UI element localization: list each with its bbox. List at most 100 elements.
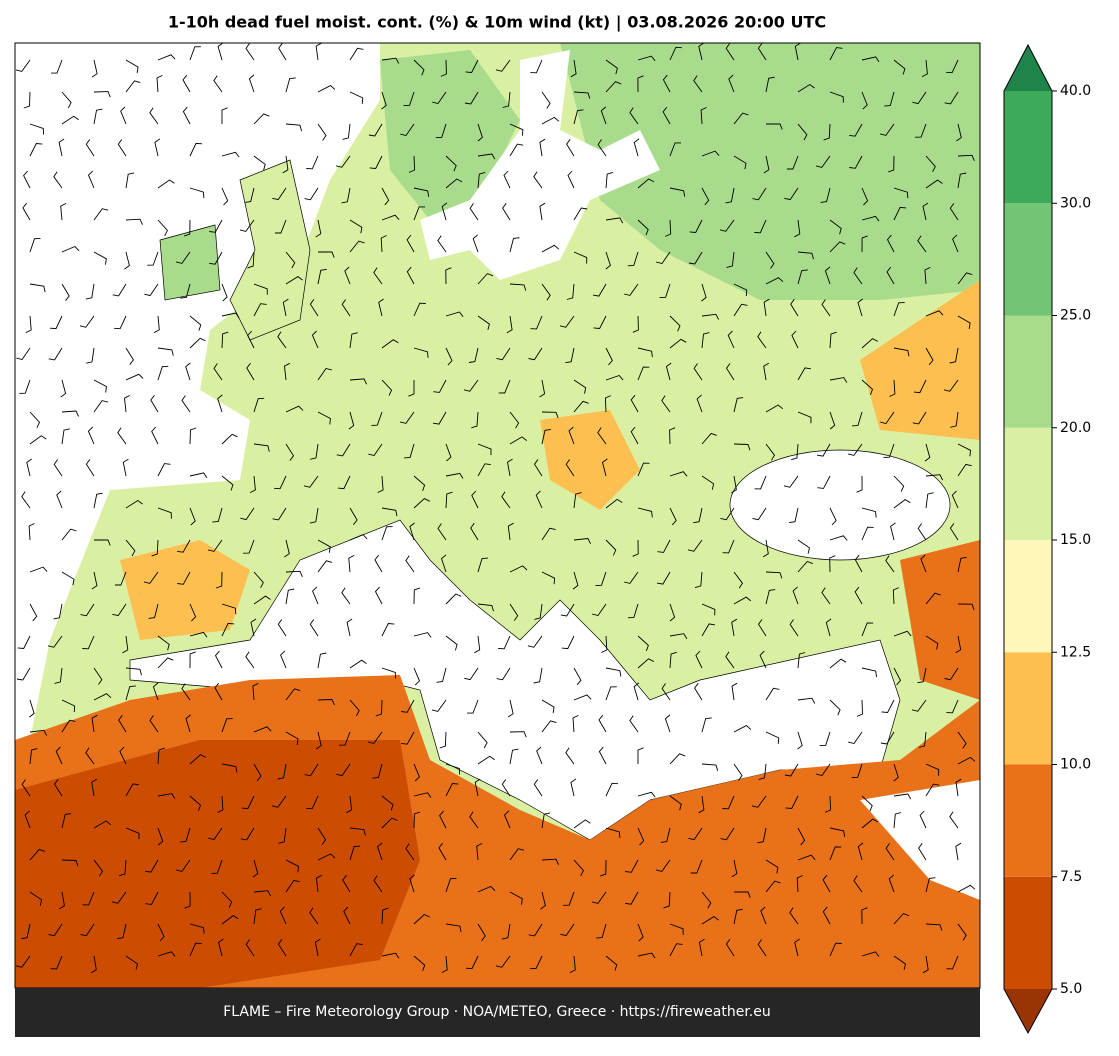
wind-barb [150, 395, 159, 413]
wind-barb [157, 507, 172, 519]
wind-barb [314, 938, 321, 957]
wind-barb [829, 377, 848, 383]
wind-barb [701, 332, 710, 349]
wind-barb [784, 763, 799, 777]
wind-barb [217, 43, 224, 61]
wind-barb [893, 913, 910, 925]
wind-barb [465, 59, 479, 73]
wind-barb [854, 554, 863, 573]
wind-barb [637, 923, 644, 942]
wind-barb [637, 366, 650, 381]
wind-barb [507, 699, 514, 718]
colorbar-over [1004, 45, 1052, 91]
wind-barb [733, 397, 744, 413]
wind-barb [400, 123, 415, 137]
wind-barb [28, 523, 35, 541]
wind-barb [797, 827, 806, 846]
wind-barb [605, 827, 621, 839]
wind-barb [124, 394, 131, 413]
wind-barb [189, 651, 196, 669]
wind-barb [285, 276, 303, 285]
wind-barb [915, 123, 927, 138]
wind-barb [213, 363, 223, 381]
wind-barb [277, 763, 287, 780]
wind-barb [147, 251, 159, 266]
wind-barb [825, 618, 832, 637]
wind-barb [733, 443, 751, 451]
wind-barb [439, 731, 447, 749]
wind-barb [623, 283, 639, 296]
wind-barb [507, 458, 513, 477]
wind-barb [156, 74, 163, 93]
wind-barb [154, 138, 161, 157]
wind-barb [248, 74, 255, 93]
wind-barb [221, 891, 233, 908]
wind-barb [157, 827, 164, 846]
wind-barb [243, 539, 255, 554]
wind-barb [58, 138, 65, 157]
wind-barb [119, 859, 127, 877]
wind-barb [861, 622, 874, 637]
wind-barb [498, 635, 511, 650]
wind-barb [539, 379, 546, 398]
wind-barb [111, 891, 127, 904]
land-dry [120, 540, 250, 640]
wind-barb [925, 310, 944, 317]
wind-barb [336, 443, 351, 457]
wind-barb [189, 795, 202, 812]
wind-barb [687, 539, 703, 552]
wind-barb [886, 266, 895, 285]
wind-barb [789, 619, 799, 637]
wind-barb [274, 475, 287, 490]
wind-barb [925, 635, 939, 650]
wind-barb [371, 411, 383, 426]
wind-barb [464, 667, 479, 681]
wind-barb [533, 459, 543, 477]
sea [860, 780, 980, 900]
wind-barb [346, 795, 353, 814]
wind-barb [152, 682, 159, 701]
wind-barb [917, 667, 927, 684]
wind-barb [797, 560, 814, 573]
wind-barb [559, 315, 575, 328]
wind-barb [731, 475, 737, 494]
wind-barb [17, 635, 31, 649]
wind-barb [413, 206, 426, 221]
wind-barb [247, 251, 255, 269]
wind-barb [509, 748, 519, 765]
wind-barb [765, 687, 780, 701]
wind-barb [21, 923, 31, 940]
wind-barb [946, 59, 959, 74]
wind-barb [541, 116, 560, 125]
wind-barb [530, 315, 543, 330]
wind-barb [857, 842, 864, 861]
wind-barb [912, 91, 927, 105]
wind-barb [957, 463, 972, 477]
wind-barb [346, 618, 353, 637]
wind-barb [122, 635, 129, 654]
wind-barb [627, 251, 639, 267]
wind-barb [669, 338, 687, 349]
wind-barb [957, 272, 973, 285]
wind-barb [381, 91, 387, 110]
wind-barb [60, 379, 67, 398]
wind-barb [445, 763, 461, 775]
wind-barb [214, 682, 223, 701]
wind-barb [374, 586, 383, 605]
wind-barb [569, 955, 576, 974]
wind-barb [527, 635, 543, 648]
wind-barb [125, 59, 139, 74]
wind-barb [413, 811, 421, 829]
colorbar-segment [1004, 876, 1052, 989]
wind-barb [495, 59, 511, 72]
wind-barb [539, 138, 546, 157]
wind-barb [496, 667, 511, 681]
wind-barb [61, 91, 72, 109]
wind-barb [440, 554, 447, 573]
wind-barb [605, 217, 624, 224]
wind-barb [48, 923, 63, 937]
wind-barb [29, 699, 35, 718]
wind-barb [949, 203, 959, 221]
wind-barb [829, 219, 842, 235]
